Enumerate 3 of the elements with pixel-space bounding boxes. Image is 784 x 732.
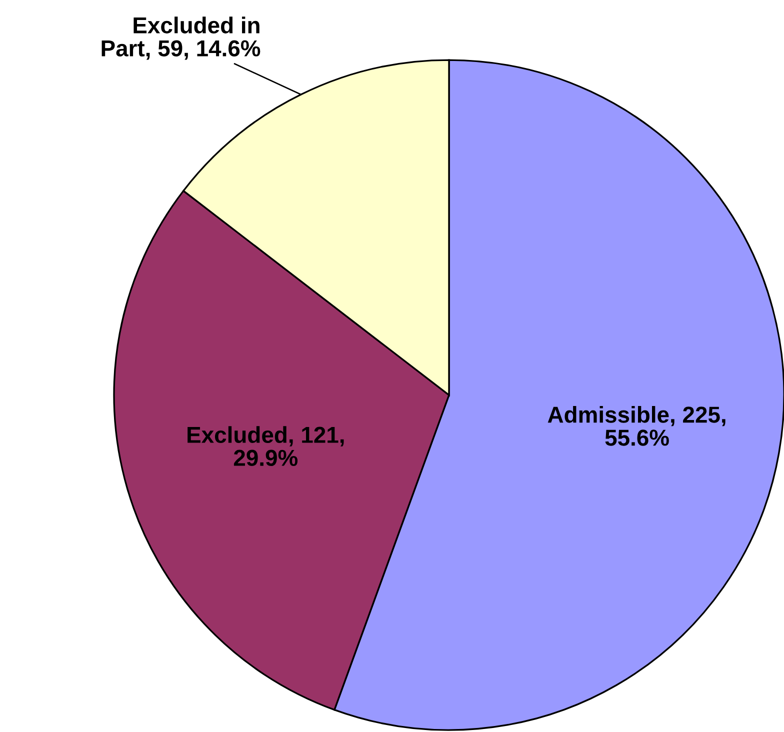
slice-label: Excluded in Part, 59, 14.6% bbox=[102, 16, 260, 60]
slice-label: Admissible, 225, 55.6% bbox=[548, 406, 726, 446]
slice-label: Excluded, 121, 29.9% bbox=[188, 426, 344, 466]
